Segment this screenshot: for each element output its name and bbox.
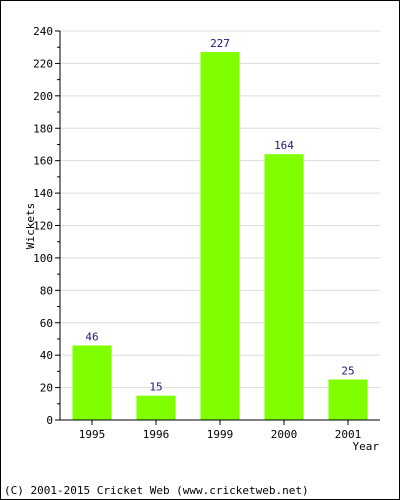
y-tick-label: 140 — [33, 187, 53, 200]
bar-2001 — [328, 379, 368, 420]
y-tick-label: 200 — [33, 90, 53, 103]
y-tick-label: 100 — [33, 252, 53, 265]
y-tick-label: 60 — [40, 317, 53, 330]
data-labels: 46 15 227 164 25 — [85, 37, 354, 394]
y-tick-label: 80 — [40, 284, 53, 297]
x-tick-labels: 1995 1996 1999 2000 2001 — [79, 428, 362, 441]
data-label-1995: 46 — [85, 330, 98, 343]
y-tick-labels: 0 20 40 60 80 100 120 140 160 180 200 220 240 — [33, 25, 53, 427]
y-tick-label: 160 — [33, 155, 53, 168]
y-tick-label: 20 — [40, 382, 53, 395]
axes — [55, 30, 380, 425]
x-tick-label-2000: 2000 — [271, 428, 298, 441]
data-label-1996: 15 — [149, 381, 162, 394]
data-label-2001: 25 — [341, 364, 354, 377]
x-axis-title: Year — [353, 440, 380, 453]
x-tick-label-1996: 1996 — [143, 428, 170, 441]
data-label-2000: 164 — [274, 139, 294, 152]
bar-1995 — [72, 345, 112, 420]
bar-2000 — [264, 154, 304, 420]
copyright-footer: (C) 2001-2015 Cricket Web (www.cricketwe… — [4, 484, 309, 497]
bar-1999 — [200, 52, 240, 421]
y-tick-label: 240 — [33, 25, 53, 38]
data-label-1999: 227 — [210, 37, 230, 50]
y-tick-label: 120 — [33, 220, 53, 233]
y-tick-label: 40 — [40, 349, 53, 362]
bars — [72, 52, 368, 421]
bar-1996 — [136, 395, 176, 420]
y-tick-label: 220 — [33, 57, 53, 70]
y-tick-label: 180 — [33, 122, 53, 135]
x-tick-label-2001: 2001 — [335, 428, 362, 441]
y-tick-label: 0 — [46, 414, 53, 427]
x-tick-label-1995: 1995 — [79, 428, 106, 441]
y-axis-title: Wickets — [24, 203, 37, 249]
x-tick-label-1999: 1999 — [207, 428, 234, 441]
